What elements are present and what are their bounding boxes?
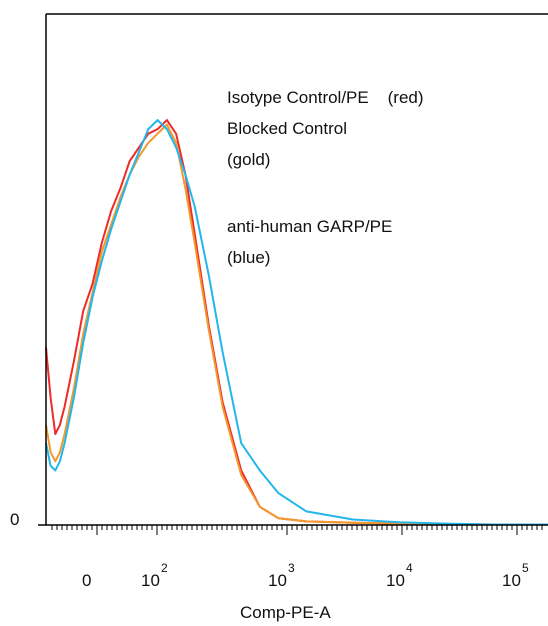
x-tick-exp-5: 5 bbox=[522, 561, 529, 575]
y-tick-label-zero: 0 bbox=[10, 510, 19, 529]
x-tick-label-0: 0 bbox=[82, 571, 91, 590]
x-axis-label: Comp-PE-A bbox=[240, 603, 331, 622]
x-ticks-layer bbox=[51, 525, 543, 535]
legend-line-1: Isotype Control/PE (red) bbox=[227, 88, 424, 107]
x-tick-label-10-4: 10 bbox=[386, 571, 405, 590]
legend-line-2: Blocked Control bbox=[227, 119, 347, 138]
legend: Isotype Control/PE (red) Blocked Control… bbox=[227, 88, 424, 267]
x-tick-exp-4: 4 bbox=[406, 561, 413, 575]
x-tick-label-10-3: 10 bbox=[268, 571, 287, 590]
x-tick-label-10-2: 10 bbox=[141, 571, 160, 590]
legend-line-6: (blue) bbox=[227, 248, 270, 267]
legend-line-5: anti-human GARP/PE bbox=[227, 217, 392, 236]
x-tick-exp-2: 2 bbox=[161, 561, 168, 575]
x-tick-labels: 0 10 2 10 3 10 4 10 5 bbox=[82, 561, 529, 590]
x-tick-exp-3: 3 bbox=[288, 561, 295, 575]
legend-line-3: (gold) bbox=[227, 150, 270, 169]
anti-garp-series-line bbox=[45, 119, 548, 526]
blocked-control-series-line bbox=[45, 123, 548, 526]
x-tick-label-10-5: 10 bbox=[502, 571, 521, 590]
series-layer bbox=[45, 119, 548, 526]
